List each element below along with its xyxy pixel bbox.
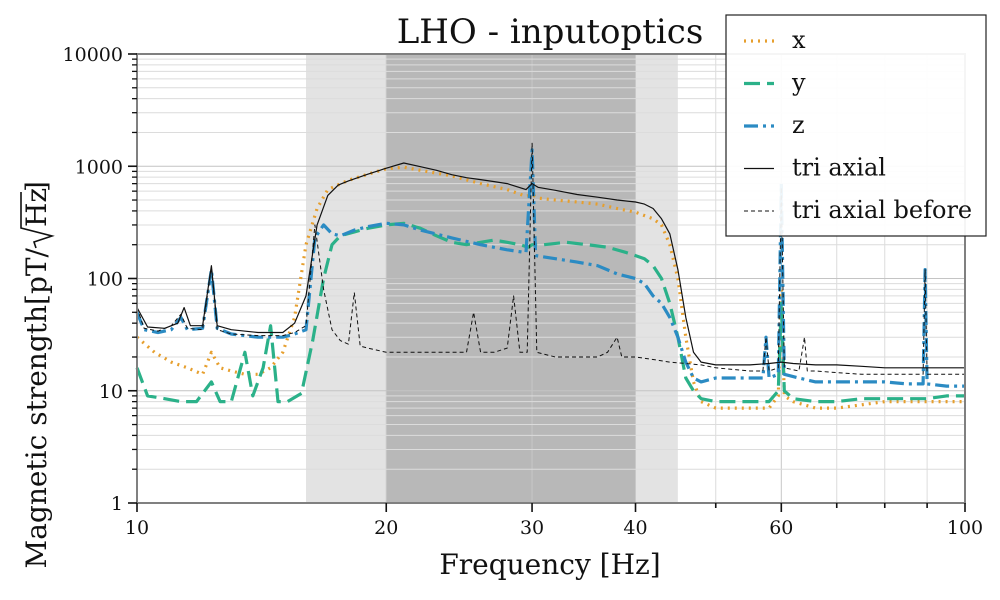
x-tick-label: 100 [947, 517, 983, 539]
legend-box [725, 14, 987, 237]
x-tick-label: 60 [769, 517, 793, 539]
y-axis-label-sqrt: Hz [20, 188, 53, 227]
legend-label: tri axial [792, 154, 886, 182]
y-tick-label: 1000 [75, 156, 123, 178]
x-tick-label: 20 [374, 517, 398, 539]
x-tick-label: 10 [125, 517, 149, 539]
legend-label: tri axial before [792, 196, 972, 224]
legend: xyz tri axial tri axial before [725, 14, 987, 237]
y-axis-label-text: Magnetic strength[pT/ [20, 247, 53, 568]
y-tick-label: 100 [87, 269, 123, 291]
legend-label: x [792, 26, 806, 54]
y-tick-label: 10 [99, 381, 123, 403]
y-tick-label: 10000 [63, 44, 123, 66]
chart-title: LHO - inputoptics [397, 12, 704, 52]
series-line-tri-axial-before [136, 142, 965, 375]
x-tick-label: 30 [520, 517, 544, 539]
x-tick-label: 40 [623, 517, 647, 539]
sqrt-symbol [20, 192, 55, 249]
y-axis-label-close: ] [20, 181, 53, 192]
series-line-tri-axial [136, 162, 965, 369]
series-line-x [135, 165, 965, 410]
x-axis-label: Frequency [Hz] [439, 548, 660, 581]
series-line-z [135, 148, 965, 388]
y-axis-label: Magnetic strength[pT/ Hz ] [20, 181, 55, 568]
y-tick-label: 1 [111, 493, 123, 515]
series-line-y [135, 221, 965, 404]
legend-label: z [792, 111, 805, 139]
legend-label: y [791, 69, 806, 97]
series-lines [135, 142, 965, 410]
